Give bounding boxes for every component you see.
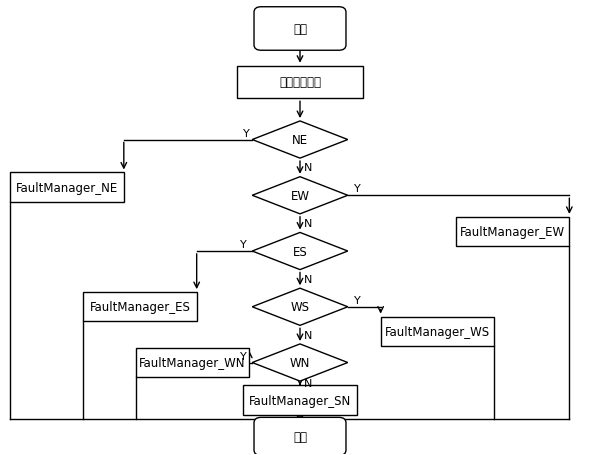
Bar — [380, 317, 494, 346]
Text: FaultManager_WS: FaultManager_WS — [385, 325, 490, 338]
FancyBboxPatch shape — [254, 417, 346, 455]
Bar — [83, 293, 197, 322]
Text: N: N — [304, 330, 313, 340]
Text: N: N — [304, 379, 313, 389]
Text: FaultManager_SN: FaultManager_SN — [249, 394, 351, 407]
Text: ES: ES — [293, 245, 307, 258]
Text: Y: Y — [239, 351, 246, 361]
Text: Y: Y — [239, 240, 246, 250]
Bar — [237, 66, 363, 99]
Text: N: N — [304, 219, 313, 229]
Bar — [136, 348, 249, 377]
Text: EW: EW — [290, 189, 310, 202]
Text: FaultManager_WN: FaultManager_WN — [139, 356, 246, 369]
Text: N: N — [304, 274, 313, 284]
Text: Y: Y — [354, 184, 361, 194]
Text: WN: WN — [290, 356, 310, 369]
Text: Y: Y — [242, 128, 249, 138]
FancyBboxPatch shape — [254, 8, 346, 51]
Text: 开始: 开始 — [293, 23, 307, 36]
Bar — [243, 385, 357, 415]
Text: Y: Y — [354, 295, 361, 305]
Polygon shape — [252, 344, 348, 381]
Text: N: N — [304, 163, 313, 173]
Text: FaultManager_ES: FaultManager_ES — [89, 301, 190, 313]
Text: WS: WS — [290, 301, 310, 313]
Polygon shape — [252, 177, 348, 214]
Text: FaultManager_EW: FaultManager_EW — [460, 226, 565, 238]
Polygon shape — [252, 233, 348, 270]
Text: 划分相对位置: 划分相对位置 — [279, 76, 321, 89]
Text: 结束: 结束 — [293, 430, 307, 443]
Polygon shape — [252, 288, 348, 326]
Text: NE: NE — [292, 134, 308, 147]
Bar — [456, 217, 569, 247]
Bar — [10, 173, 124, 202]
Polygon shape — [252, 121, 348, 159]
Text: FaultManager_NE: FaultManager_NE — [16, 181, 118, 194]
